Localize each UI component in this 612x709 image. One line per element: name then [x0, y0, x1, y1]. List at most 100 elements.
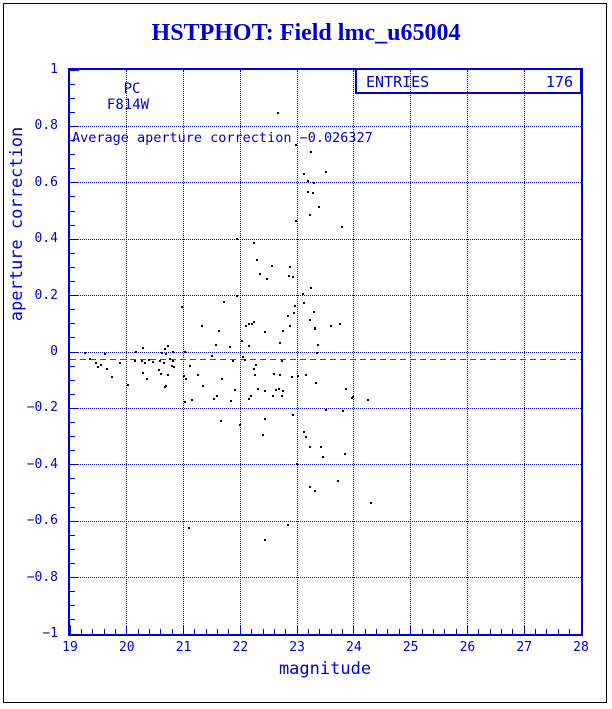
x-major-tick: [126, 625, 128, 634]
data-point: [314, 328, 317, 331]
entries-label: ENTRIES: [366, 73, 430, 91]
data-point: [312, 311, 315, 314]
x-minor-tick: [478, 629, 480, 634]
x-minor-tick: [535, 629, 537, 634]
x-minor-tick: [273, 629, 275, 634]
y-tick-label: 0.4: [34, 231, 58, 247]
data-point: [134, 351, 137, 353]
y-minor-tick: [70, 563, 75, 564]
data-point: [342, 410, 345, 413]
entries-box: ENTRIES 176: [355, 68, 582, 94]
data-point: [187, 527, 190, 530]
y-minor-tick: [70, 450, 75, 452]
data-point: [239, 424, 242, 427]
data-point: [312, 191, 314, 194]
y-tick-label: −0.8: [26, 569, 58, 585]
y-minor-tick: [70, 422, 75, 423]
data-point: [307, 191, 310, 194]
data-point: [160, 352, 163, 355]
y-minor-tick: [70, 534, 75, 536]
x-minor-tick: [319, 629, 321, 634]
y-major-tick: [70, 238, 79, 240]
y-gridline: [70, 351, 581, 353]
data-point: [277, 387, 280, 390]
data-point: [160, 372, 163, 375]
y-tick-label: 0: [50, 344, 58, 359]
data-point: [231, 360, 234, 363]
y-minor-tick: [70, 210, 75, 212]
y-minor-tick: [70, 154, 75, 156]
y-minor-tick: [70, 492, 75, 494]
data-point: [184, 400, 187, 403]
y-minor-tick: [70, 506, 75, 508]
y-major-tick: [70, 295, 79, 297]
x-minor-tick: [160, 629, 162, 634]
data-point: [277, 112, 280, 115]
data-point: [100, 363, 103, 366]
x-minor-tick: [546, 629, 548, 634]
average-correction-label: Average aperture correction −0.026327: [72, 130, 373, 146]
x-major-tick: [69, 625, 71, 634]
data-point: [157, 368, 160, 371]
x-minor-tick: [557, 629, 559, 634]
data-point: [252, 367, 255, 370]
data-point: [152, 360, 155, 363]
data-point: [215, 343, 218, 346]
x-minor-tick: [92, 629, 94, 634]
data-point: [302, 173, 305, 176]
y-major-tick: [70, 351, 79, 353]
y-gridline: [70, 407, 581, 409]
data-point: [254, 373, 257, 376]
y-minor-tick: [70, 111, 75, 113]
data-point: [294, 143, 297, 146]
y-gridline: [70, 520, 581, 522]
y-minor-tick: [70, 83, 75, 85]
y-minor-tick: [70, 365, 75, 367]
data-point: [264, 389, 267, 392]
data-point: [258, 273, 261, 276]
data-point: [308, 485, 311, 488]
y-major-tick: [70, 577, 79, 579]
data-point: [180, 305, 183, 308]
y-minor-tick: [70, 323, 75, 325]
average-correction-line: [70, 359, 581, 361]
data-point: [344, 387, 347, 390]
data-point: [245, 325, 247, 328]
data-point: [248, 344, 251, 347]
data-point: [273, 373, 276, 376]
y-minor-tick: [70, 478, 75, 480]
x-minor-tick: [364, 629, 366, 634]
data-point: [248, 323, 251, 326]
data-point: [282, 390, 285, 393]
y-major-tick: [70, 464, 79, 466]
data-point: [252, 321, 255, 324]
data-point: [324, 408, 327, 411]
data-point: [234, 388, 237, 391]
data-point: [310, 287, 313, 290]
y-minor-tick: [70, 281, 75, 282]
x-tick-label: 22: [232, 640, 249, 655]
data-point: [293, 305, 296, 308]
outer-border: [3, 3, 607, 703]
detector-label: PC: [123, 81, 141, 97]
x-tick-label: 20: [118, 640, 135, 655]
filter-label: F814W: [106, 97, 150, 113]
y-minor-tick: [70, 436, 75, 438]
x-major-tick: [580, 625, 582, 634]
data-point: [292, 414, 295, 417]
data-point: [303, 431, 306, 434]
data-point: [220, 420, 223, 423]
entries-count: 176: [545, 73, 573, 91]
data-point: [266, 278, 269, 281]
y-major-tick: [70, 633, 79, 635]
x-minor-tick: [262, 629, 264, 634]
data-point: [312, 182, 315, 185]
data-point: [159, 359, 162, 362]
data-point: [164, 385, 167, 388]
y-gridline: [70, 238, 581, 240]
x-minor-tick: [444, 629, 446, 634]
y-gridline: [70, 464, 581, 466]
data-point: [241, 356, 244, 359]
data-point: [313, 490, 316, 493]
data-point: [166, 373, 169, 376]
